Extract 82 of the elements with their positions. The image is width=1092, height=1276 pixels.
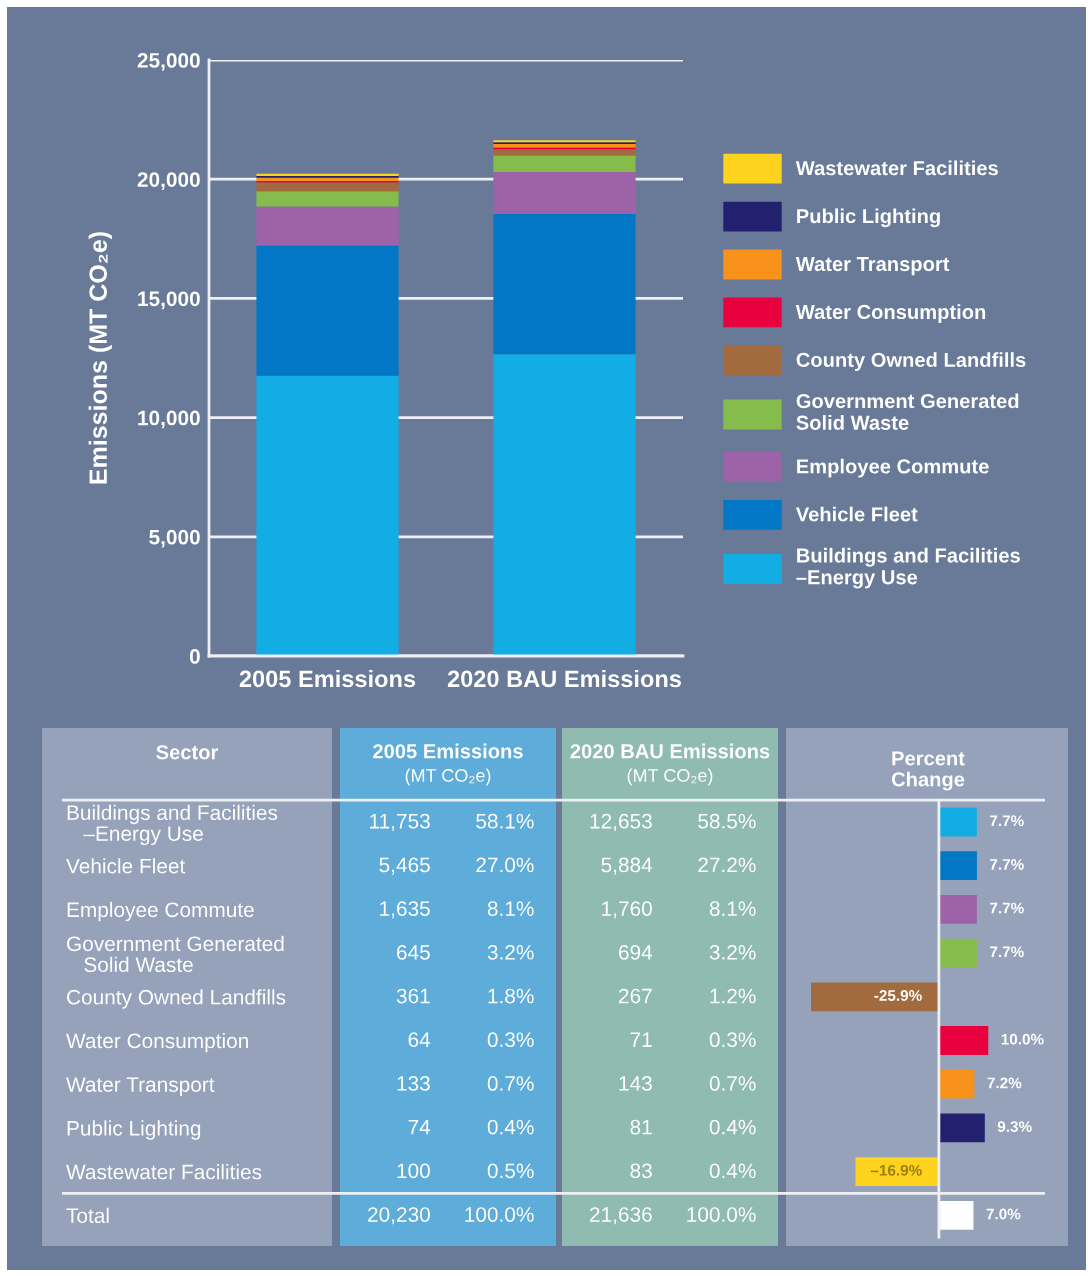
data-label: 7.7% bbox=[990, 815, 1024, 827]
legend-label: Vehicle Fleet bbox=[795, 506, 918, 522]
data-label: 7.7% bbox=[990, 946, 1024, 958]
text: 58.1% bbox=[476, 813, 534, 829]
text: 64 bbox=[408, 1032, 431, 1048]
text: 0.3% bbox=[487, 1032, 534, 1048]
legend-label: Government Generated Solid Waste bbox=[796, 393, 1019, 430]
text: 1.2% bbox=[710, 988, 756, 1004]
text: 5,465 bbox=[379, 857, 430, 875]
y-axis-title: Emissions (MT CO₂e) bbox=[88, 232, 112, 484]
y-tick-label: Vehicle Fleet bbox=[66, 858, 186, 874]
y-tick-label: Public Lighting bbox=[67, 1120, 201, 1140]
text: 27.2% bbox=[698, 857, 756, 873]
y-tick-label: County Owned Landfills bbox=[67, 989, 286, 1009]
y-axis-title: Sector bbox=[156, 745, 219, 760]
text: 27.0% bbox=[476, 857, 534, 873]
y-tick-label: 0 bbox=[189, 649, 200, 664]
text: 3.2% bbox=[709, 944, 756, 960]
y-tick-label: Water Consumption bbox=[66, 1032, 248, 1053]
text: 1,760 bbox=[602, 901, 652, 919]
text: 8.1% bbox=[487, 901, 534, 916]
text: 83 bbox=[630, 1163, 652, 1179]
data-label: 7.7% bbox=[990, 902, 1024, 914]
text: 694 bbox=[619, 944, 653, 960]
text: 100.0% bbox=[465, 1207, 534, 1222]
text: 0.3% bbox=[709, 1032, 756, 1048]
legend-label: County Owned Landfills bbox=[796, 352, 1026, 371]
text: 100 bbox=[397, 1163, 430, 1179]
y-tick-label: Water Transport bbox=[66, 1077, 215, 1097]
y-tick-label: 15,000 bbox=[138, 291, 200, 310]
text: 1,635 bbox=[380, 901, 430, 919]
data-label: -25.9% bbox=[874, 990, 922, 1001]
legend-label: Employee Commute bbox=[797, 458, 989, 478]
text: 1.8% bbox=[488, 988, 534, 1004]
text: 267 bbox=[619, 988, 652, 1004]
text: 361 bbox=[396, 988, 430, 1004]
y-tick-label: Employee Commute bbox=[67, 901, 254, 922]
legend-label: Wastewater Facilities bbox=[795, 160, 998, 176]
text: 21,636 bbox=[590, 1207, 652, 1225]
text: 12,653 bbox=[590, 813, 652, 832]
data-label: 10.0% bbox=[1001, 1033, 1044, 1045]
text: 20,230 bbox=[368, 1207, 430, 1225]
chart-title: Percent Change bbox=[891, 751, 965, 791]
legend-label: Water Consumption bbox=[795, 304, 986, 324]
text: 143 bbox=[619, 1076, 652, 1091]
text: 71 bbox=[630, 1032, 652, 1047]
category-label: 2005 Emissions (MT CO₂e) bbox=[373, 743, 523, 786]
y-tick-label: 20,000 bbox=[137, 172, 200, 190]
text: 100.0% bbox=[687, 1207, 756, 1222]
text: 11,753 bbox=[370, 813, 430, 832]
legend-label: Buildings and Facilities –Energy Use bbox=[796, 547, 1020, 589]
text: 133 bbox=[397, 1076, 430, 1091]
x-tick-label: 2020 BAU Emissions bbox=[447, 669, 681, 688]
legend-label: Water Transport bbox=[795, 257, 950, 276]
y-tick-label: Buildings and Facilities –Energy Use bbox=[67, 804, 278, 846]
text: 74 bbox=[408, 1119, 431, 1135]
text: 5,884 bbox=[601, 857, 653, 875]
y-tick-label: Total bbox=[66, 1207, 109, 1224]
text: 3.2% bbox=[487, 944, 534, 960]
text: 81 bbox=[630, 1119, 652, 1135]
y-tick-label: Government Generated Solid Waste bbox=[67, 935, 284, 973]
text: 0.7% bbox=[487, 1076, 534, 1091]
text: 0.5% bbox=[487, 1163, 534, 1179]
text: 0.4% bbox=[709, 1119, 756, 1135]
text: 645 bbox=[397, 944, 430, 960]
category-label: 2020 BAU Emissions (MT CO₂e) bbox=[570, 743, 770, 786]
data-label: 7.7% bbox=[990, 859, 1024, 870]
y-tick-label: 5,000 bbox=[149, 529, 200, 548]
y-tick-label: 25,000 bbox=[137, 53, 200, 71]
y-tick-label: 10,000 bbox=[138, 410, 200, 429]
data-label: 7.0% bbox=[986, 1208, 1021, 1220]
data-label: –16.9% bbox=[870, 1164, 922, 1176]
y-tick-label: Wastewater Facilities bbox=[66, 1164, 262, 1180]
text: 0.4% bbox=[709, 1163, 756, 1179]
text: 58.5% bbox=[698, 813, 756, 829]
text: 0.7% bbox=[709, 1076, 756, 1091]
text: 8.1% bbox=[709, 901, 756, 916]
legend-label: Public Lighting bbox=[797, 208, 940, 228]
data-label: 9.3% bbox=[997, 1121, 1032, 1133]
text: 0.4% bbox=[487, 1119, 534, 1135]
x-tick-label: 2005 Emissions bbox=[239, 669, 416, 688]
data-label: 7.2% bbox=[987, 1077, 1022, 1089]
